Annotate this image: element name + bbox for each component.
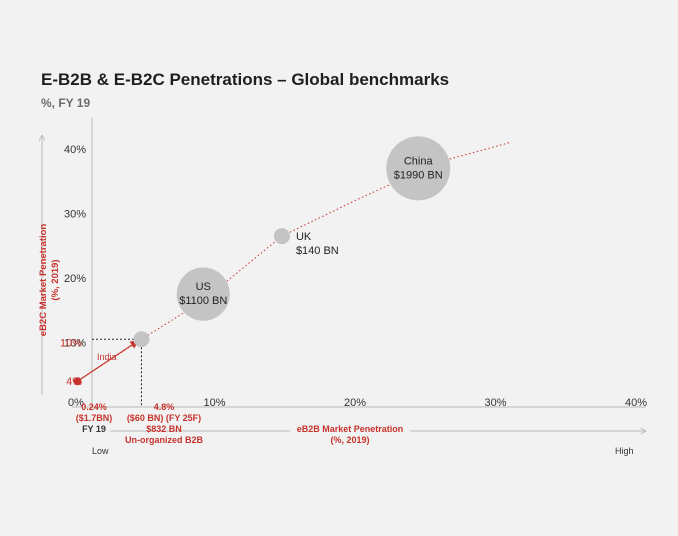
x-tick-label: 40% (625, 397, 647, 409)
x-tick-label: 30% (484, 397, 506, 409)
india-fy25-segment: Un-organized B2B (124, 435, 203, 445)
y-tick-label: 20% (64, 273, 86, 285)
x-tick-label: 20% (344, 397, 366, 409)
india-fy25-value: ($60 BN) (FY 25F) (126, 413, 202, 423)
india-growth-arrow (77, 340, 139, 382)
x-axis-label-line1: eB2B Market Penetration (296, 424, 404, 434)
point-value-label: $140 BN (296, 245, 339, 257)
point-india (73, 377, 82, 386)
chart-title: E-B2B & E-B2C Penetrations – Global benc… (41, 70, 450, 89)
india-arrow-label: India (97, 352, 117, 362)
point-value-label: $1100 BN (179, 295, 227, 307)
point-india-fy-25f (133, 331, 150, 348)
india-fy19-annotation: 0.24% ($1.7BN) FY 19 (74, 402, 114, 435)
x-tick-label: 0% (68, 397, 84, 409)
y-axis-title-line: (%, 2019) (50, 259, 61, 300)
y-axis-title-line: eB2C Market Penetration (38, 224, 49, 337)
india-fy19-year: FY 19 (82, 424, 106, 434)
point-uk (273, 228, 290, 245)
point-us (176, 267, 230, 321)
x-high-label: High (615, 446, 634, 456)
india-fy25-annotation: 4.8% ($60 BN) (FY 25F) $832 BN Un-organi… (118, 402, 210, 446)
chart-subtitle: %, FY 19 (41, 96, 91, 110)
x-tick-label: 10% (203, 397, 225, 409)
point-name-label: UK (296, 231, 312, 243)
x-low-label: Low (92, 446, 109, 456)
x-axis-label: eB2B Market Penetration (%, 2019) (290, 424, 410, 446)
y-tick-label: 30% (64, 209, 86, 221)
y-tick-label: 40% (64, 144, 86, 156)
point-name-label: China (404, 155, 434, 167)
india-fy25-pct: 4.8% (153, 402, 175, 412)
point-china (386, 136, 451, 201)
y-axis-title: eB2C Market Penetration(%, 2019) (38, 224, 61, 337)
point-name-label: US (196, 281, 211, 293)
y-tick-highlight-label: 10% (60, 338, 82, 350)
point-value-label: $1990 BN (394, 169, 443, 181)
india-fy19-value: ($1.7BN) (75, 413, 113, 423)
y-tick-label: 10% (64, 338, 86, 350)
x-axis-label-line2: (%, 2019) (330, 435, 370, 445)
india-fy19-pct: 0.24% (81, 402, 107, 412)
india-fy25-total: $832 BN (146, 424, 182, 434)
